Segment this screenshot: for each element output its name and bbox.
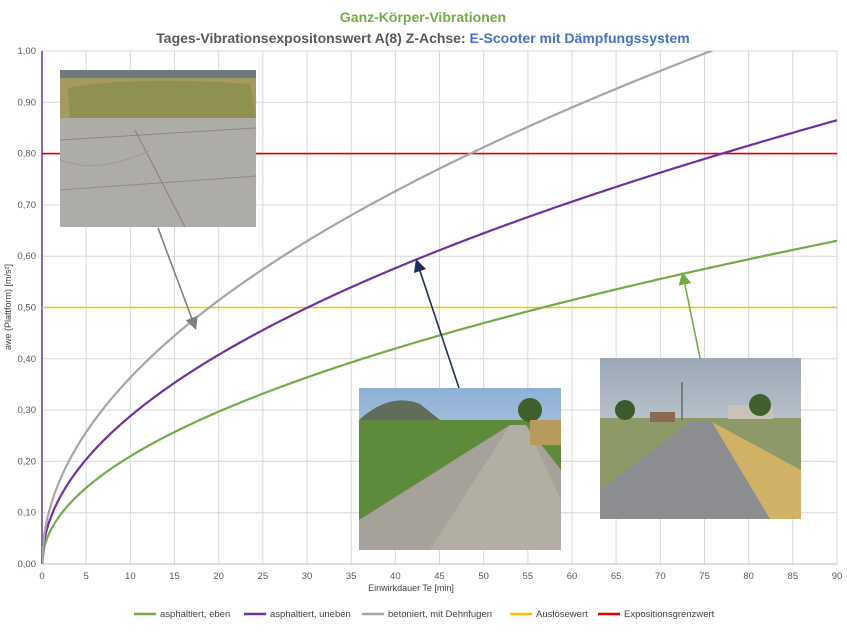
legend-label-asphalt-flat: asphaltiert, eben [160,609,230,620]
x-tick-label: 90 [832,571,843,582]
x-tick-label: 5 [84,571,89,582]
chart-title: Ganz-Körper-Vibrationen [340,9,506,25]
series-concrete [42,51,715,564]
chart-subtitle-highlight: E-Scooter mit Dämpfungssystem [470,30,690,46]
x-tick-label: 0 [39,571,44,582]
series-asphalt-uneven [42,119,837,564]
x-tick-label: 25 [258,571,269,582]
legend-label-concrete: betoniert, mit Dehnfugen [388,609,492,620]
photo-flat-asphalt-road [600,358,801,519]
x-tick-label: 10 [125,571,136,582]
x-tick-label: 55 [523,571,534,582]
y-tick-labels: 0,00 0,10 0,20 0,30 0,40 0,50 0,60 0,70 0,80 0,90… [18,46,37,570]
x-tick-label: 50 [478,571,489,582]
x-tick-label: 15 [169,571,180,582]
y-tick-label: 0,30 [18,405,37,416]
x-tick-labels: 0 5 10 15 20 25 30 35 40 45 50 55 60 65 70 75 80 85 90 [39,571,842,582]
legend-label-action-value: Auslösewert [536,609,588,620]
arrow-uneven [413,258,460,389]
x-tick-label: 70 [655,571,666,582]
photo-uneven-asphalt-road [359,388,561,550]
y-tick-label: 0,60 [18,251,37,262]
y-tick-label: 0,00 [18,559,37,570]
arrow-flat [678,271,701,359]
x-tick-label: 85 [788,571,799,582]
x-tick-label: 80 [743,571,754,582]
x-tick-label: 20 [213,571,224,582]
x-tick-label: 60 [567,571,578,582]
y-tick-label: 0,10 [18,508,37,519]
y-tick-label: 0,40 [18,354,37,365]
x-tick-label: 35 [346,571,357,582]
y-tick-label: 0,50 [18,303,37,314]
x-tick-label: 30 [302,571,313,582]
series-lines [42,51,837,564]
y-tick-label: 0,70 [18,200,37,211]
y-tick-label: 1,00 [18,46,37,57]
y-tick-label: 0,90 [18,97,37,108]
chart-subtitle-prefix: Tages-Vibrationsexpositonswert A(8) Z-Ac… [156,30,469,46]
y-tick-label: 0,20 [18,456,37,467]
x-tick-label: 65 [611,571,622,582]
x-tick-label: 75 [699,571,710,582]
chart-subtitle: Tages-Vibrationsexpositonswert A(8) Z-Ac… [156,30,689,46]
y-tick-label: 0,80 [18,149,37,160]
photo-concrete-road [59,70,257,228]
x-axis-label: Einwirkdauer Te [min] [368,583,454,593]
x-tick-label: 40 [390,571,401,582]
legend-label-asphalt-uneven: asphaltiert, uneben [270,609,351,620]
series-asphalt-flat [42,239,837,564]
legend-label-limit-value: Expositionsgrenzwert [624,609,715,620]
y-axis-label: awe (Plattform) [m/s²] [3,264,13,350]
legend: asphaltiert, eben asphaltiert, uneben be… [134,609,715,620]
arrow-concrete [157,227,198,330]
x-tick-label: 45 [434,571,445,582]
